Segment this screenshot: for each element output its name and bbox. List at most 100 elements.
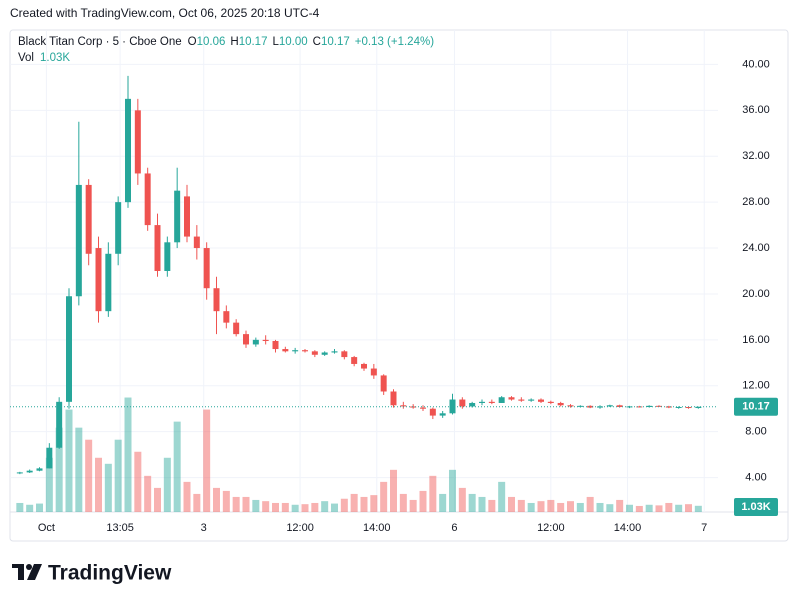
candle-body xyxy=(66,296,72,402)
volume-bar xyxy=(655,505,663,512)
chart-frame xyxy=(9,29,789,542)
candle-body xyxy=(292,350,299,352)
volume-bar xyxy=(635,505,643,512)
legend-item: Black Titan Corp · 5 · Cboe One xyxy=(18,36,182,48)
volume-bar xyxy=(173,421,181,512)
y-tick-label: 16.00 xyxy=(742,334,770,346)
volume-bar xyxy=(390,469,397,512)
x-tick-label: 14:00 xyxy=(614,522,642,534)
volume-bar xyxy=(626,504,633,512)
candle-body xyxy=(311,351,318,355)
x-tick-label: Oct xyxy=(38,522,55,534)
x-tick-label: 6 xyxy=(451,522,457,534)
candle-body xyxy=(557,402,564,406)
legend-item: 10.06 xyxy=(197,36,226,48)
candle-body xyxy=(351,357,358,364)
candle-body xyxy=(184,196,190,237)
volume-bar xyxy=(95,457,102,512)
volume-bar xyxy=(429,475,437,512)
legend-item: L xyxy=(272,36,279,48)
candle-body xyxy=(587,405,594,408)
legend-item: 1.03K xyxy=(40,52,70,64)
y-tick-label: 32.00 xyxy=(742,150,770,162)
legend-item: 10.00 xyxy=(279,36,308,48)
candle-body xyxy=(302,350,308,352)
volume-bar xyxy=(311,502,319,512)
volume-bar xyxy=(478,496,486,512)
x-tick-label: 7 xyxy=(701,522,707,534)
volume-bar xyxy=(576,502,584,512)
candle-body xyxy=(488,401,495,403)
volume-bar xyxy=(517,499,525,512)
logo xyxy=(12,564,42,580)
footer-brand: TradingView xyxy=(48,562,172,585)
candle-body xyxy=(528,399,535,401)
logo-part xyxy=(18,564,24,580)
volume-bar xyxy=(439,493,447,512)
y-tick-label: 20.00 xyxy=(742,288,770,300)
candle-body xyxy=(105,253,112,312)
candle-body xyxy=(439,413,446,416)
candle-body xyxy=(115,202,122,254)
volume-bar xyxy=(350,493,358,512)
volume-bar xyxy=(527,502,535,512)
volume-bar xyxy=(498,481,506,512)
candle-body xyxy=(420,407,426,409)
volume-bar xyxy=(537,501,545,512)
volume-bar xyxy=(596,502,604,512)
volume-bar xyxy=(272,502,279,512)
candle-body xyxy=(675,406,682,408)
volume-bar xyxy=(75,427,83,512)
candle-body xyxy=(85,184,92,254)
candle-body xyxy=(361,363,367,369)
volume-bar xyxy=(85,439,93,512)
y-tick-label: 28.00 xyxy=(742,196,770,208)
candle-body xyxy=(233,322,240,335)
candle-body xyxy=(410,406,417,408)
candle-body xyxy=(469,402,476,407)
candle-body xyxy=(380,375,387,392)
volume-bar xyxy=(645,504,653,512)
candle-body xyxy=(95,248,102,312)
volume-label: 1.03K xyxy=(741,501,770,513)
volume-bar xyxy=(331,503,338,512)
volume-bar xyxy=(183,481,191,512)
candle-body xyxy=(341,351,348,358)
volume-bar xyxy=(104,463,112,512)
candle-body xyxy=(400,405,407,407)
volume-bar xyxy=(36,503,43,512)
volume-bar xyxy=(616,499,624,512)
candle-body xyxy=(636,406,643,408)
candle-body xyxy=(695,406,702,409)
x-tick-label: 12:00 xyxy=(537,522,565,534)
candle-body xyxy=(134,110,141,174)
candle-body xyxy=(75,184,82,297)
y-tick-label: 40.00 xyxy=(742,58,770,70)
candle-body xyxy=(154,225,161,271)
volume-bar xyxy=(252,499,260,512)
legend-item: Vol xyxy=(18,52,34,64)
volume-bar xyxy=(399,493,407,512)
y-tick-label: 8.00 xyxy=(745,426,766,438)
candle-body xyxy=(498,397,505,403)
candle-body xyxy=(429,408,436,416)
legend-item: 10.17 xyxy=(239,36,268,48)
candle-body xyxy=(518,399,525,401)
volume-bar xyxy=(65,409,73,512)
candle-body xyxy=(223,311,230,323)
volume-bar xyxy=(114,439,122,512)
volume-bar xyxy=(508,496,515,512)
legend-item: 10.17 xyxy=(321,36,350,48)
volume-bar xyxy=(665,502,673,512)
volume-bar xyxy=(16,502,24,512)
x-tick-label: 3 xyxy=(201,522,207,534)
candle-body xyxy=(125,98,131,203)
volume-bar xyxy=(370,495,378,512)
candle-body xyxy=(449,399,456,414)
candle-body xyxy=(262,339,269,342)
volume-bar xyxy=(26,504,34,512)
volume-box xyxy=(734,498,778,516)
volume-bar xyxy=(222,490,230,512)
